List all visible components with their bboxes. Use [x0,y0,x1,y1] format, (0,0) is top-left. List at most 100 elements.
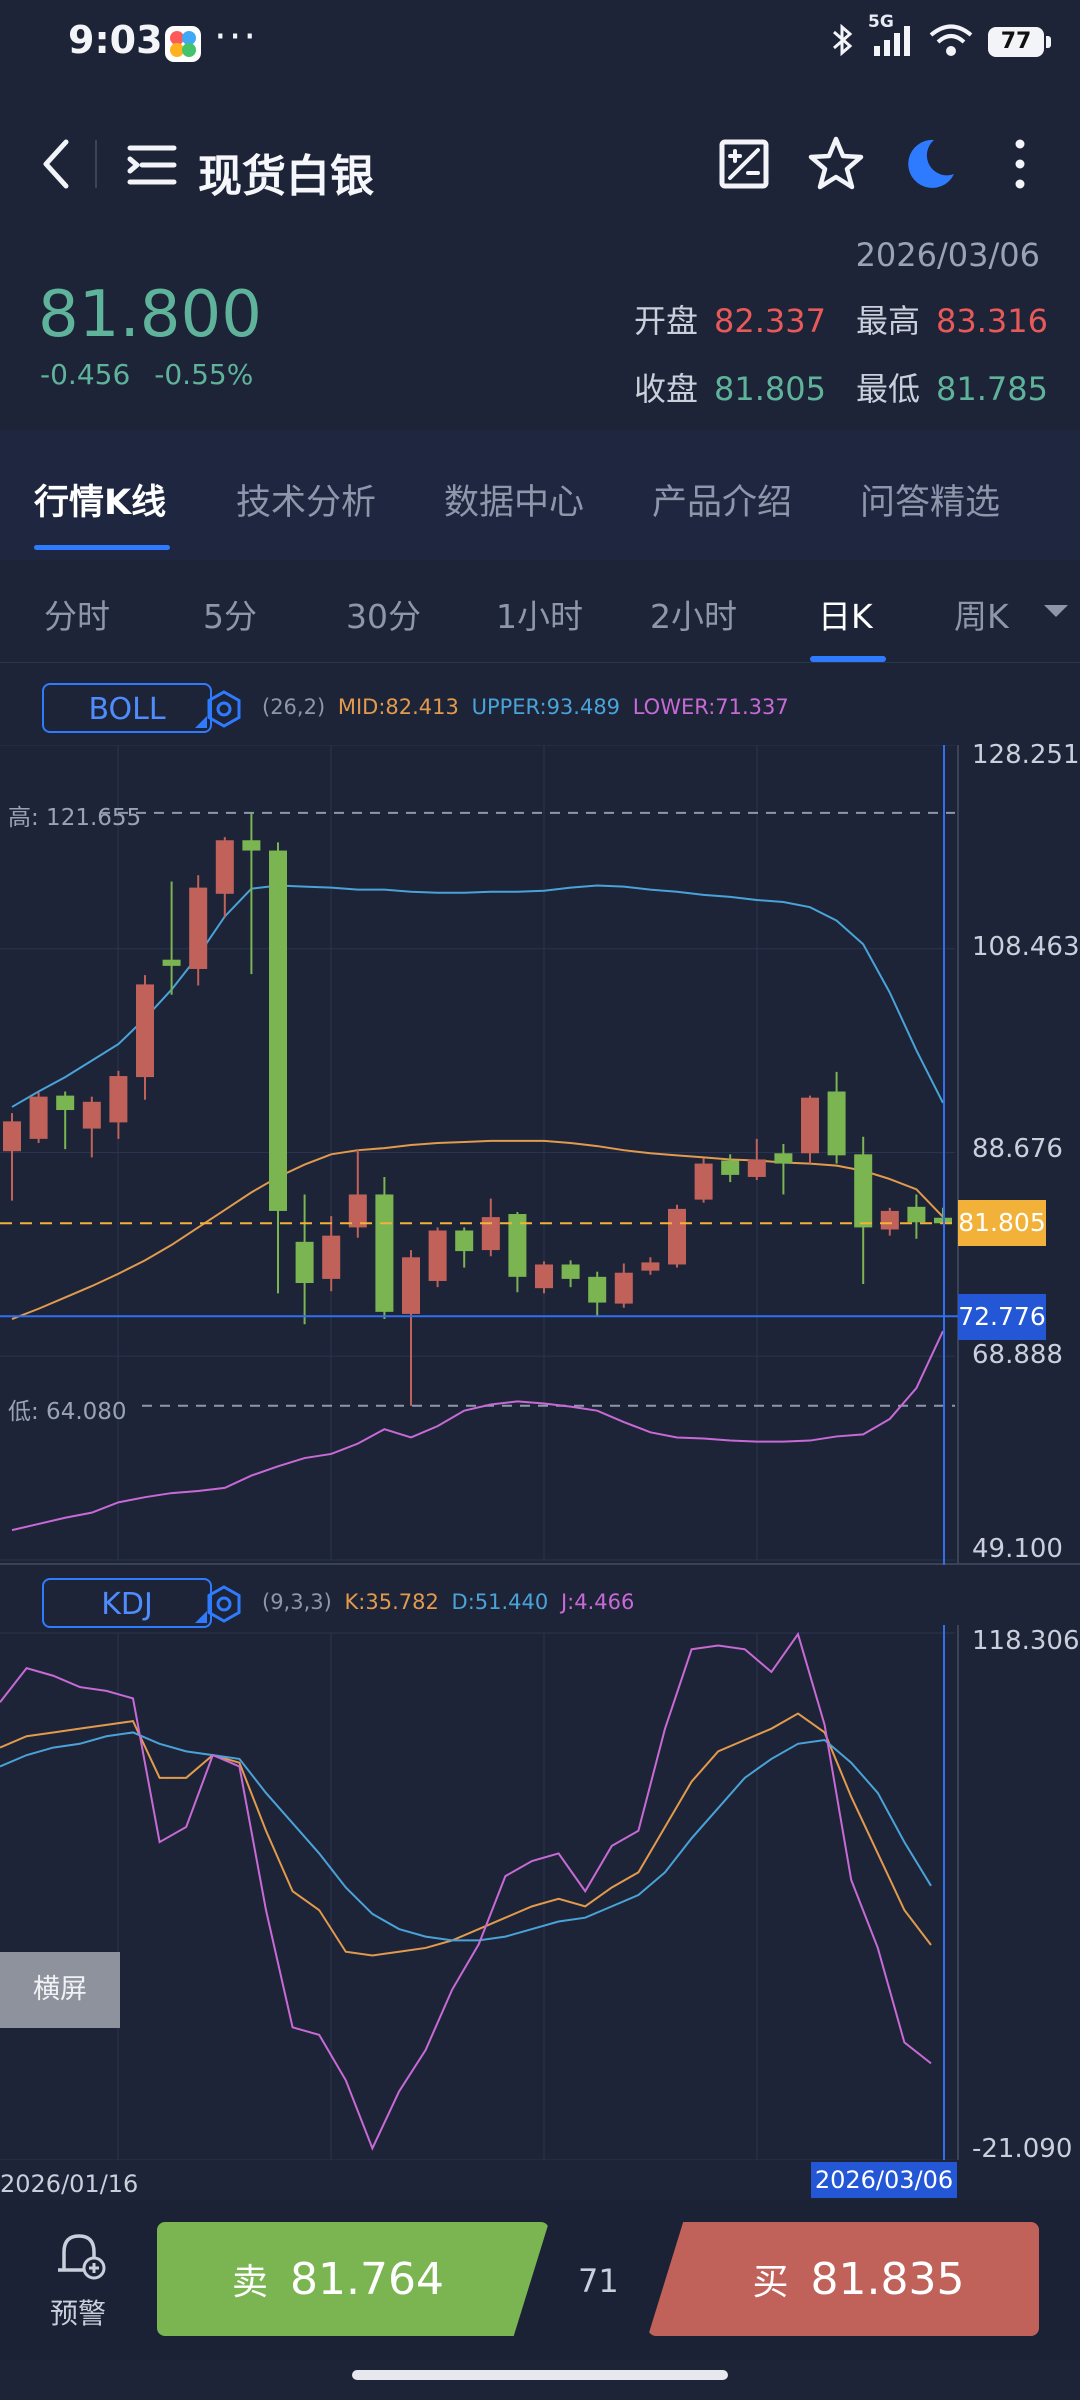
candle-body [348,1194,367,1228]
spread-value: 71 [578,2262,619,2300]
candle-body [668,1208,686,1265]
tab-qa[interactable]: 问答精选 [860,483,1001,523]
candle-body [880,1210,899,1230]
kdj-chart[interactable] [0,1625,1080,2160]
boll-indicator-header: BOLL (26,2) MID:82.413 UPPER:93.489 LOWE… [0,683,1080,743]
indicator-settings-icon[interactable] [204,1584,244,1628]
trade-bar: 预警 卖 81.764 71 买 81.835 [0,2200,1080,2360]
candle-body [189,887,208,969]
candle-body [827,1091,846,1156]
x-axis: 2026/01/16 2026/03/06 [0,2160,1080,2200]
boll-period: (26,2) [262,695,326,719]
tab-technical-analysis[interactable]: 技术分析 [236,483,377,523]
candlestick-chart[interactable] [0,745,1080,1565]
wifi-icon [928,22,974,62]
kdj-k: K:35.782 [344,1590,439,1614]
period-tab-5min[interactable]: 5分 [203,597,257,636]
landscape-button[interactable]: 横屏 [0,1952,120,2028]
candle-body [774,1153,793,1164]
divider [95,140,97,188]
battery-icon: 77 [988,27,1051,57]
indicator-settings-icon[interactable] [204,689,244,733]
app-notification-icon [165,26,201,62]
candle-body [721,1160,740,1175]
candle-body [535,1264,553,1289]
change-value: -0.456 [40,358,131,391]
open-value: 82.337 [714,302,826,340]
kdj-d-line [0,1731,932,1942]
period-dropdown-icon[interactable] [1044,604,1068,623]
star-icon[interactable] [806,134,866,198]
candle-body [295,1241,314,1284]
kdj-k-line [0,1712,932,1957]
open-stat: 开盘 82.337 [634,296,826,342]
kdj-j: J:4.466 [560,1590,635,1614]
boll-lower: LOWER:71.337 [632,695,789,719]
page-title: 现货白银 [198,151,374,202]
close-value: 81.805 [714,370,826,408]
kdj-indicator-header: KDJ (9,3,3) K:35.782 D:51.440 J:4.466 [0,1578,1080,1638]
tab-kline[interactable]: 行情K线 [34,483,167,523]
boll-upper: UPPER:93.489 [471,695,621,719]
candle-body [428,1230,447,1281]
crosshair-price-tag: 72.776 [958,1294,1046,1340]
buy-button[interactable]: 买 81.835 [648,2222,1039,2336]
current-price-tag: 81.805 [958,1200,1046,1246]
buy-price: 81.835 [810,2253,965,2305]
high-label: 最高 [856,302,921,340]
alarm-label: 预警 [50,2297,107,2330]
low-value: 81.785 [936,370,1048,408]
x-axis-start-date: 2026/01/16 [0,2170,139,2198]
period-tab-timeshare[interactable]: 分时 [44,597,110,636]
y-axis-label: 88.676 [972,1134,1063,1164]
candle-body [854,1154,873,1228]
boll-selector-button[interactable]: BOLL [42,683,212,733]
candle-body [747,1159,766,1177]
low-label: 最低 [856,370,921,408]
kdj-selector-button[interactable]: KDJ [42,1578,212,1628]
tab-data-center[interactable]: 数据中心 [444,483,585,523]
status-bar: 9:03 ··· 5G 77 [0,0,1080,92]
close-stat: 收盘 81.805 [634,364,826,410]
candle-body [375,1194,394,1312]
y-axis-label: 68.888 [972,1340,1063,1370]
low-stat: 最低 81.785 [856,364,1048,410]
change-percent: -0.55% [154,358,254,391]
boll-lower-line [11,1330,944,1532]
candle-body [481,1217,500,1251]
period-tab-2h[interactable]: 2小时 [650,597,737,636]
candle-body [242,840,261,851]
low-marker-label: 低: 64.080 [8,1399,127,1425]
period-tab-daily[interactable]: 日K [818,597,873,636]
quote-date: 2026/03/06 [855,236,1040,274]
candle-body [109,1076,128,1123]
more-notifications-icon: ··· [214,14,259,60]
active-period-indicator [810,656,886,662]
candle-body [455,1230,474,1252]
kdj-y-axis-label: -21.090 [972,2134,1073,2164]
alarm-bell-icon[interactable] [50,2226,110,2290]
open-label: 开盘 [634,302,699,340]
price-change: -0.456 -0.55% [40,358,277,391]
more-icon[interactable] [1008,136,1032,196]
night-mode-icon[interactable] [898,134,958,198]
candle-body [694,1163,713,1200]
period-tab-1h[interactable]: 1小时 [496,597,583,636]
tab-product-intro[interactable]: 产品介绍 [652,483,793,523]
candle-body [402,1257,420,1314]
back-icon[interactable] [36,136,76,196]
y-axis-label: 49.100 [972,1534,1063,1564]
candle-body [322,1235,341,1279]
sell-button[interactable]: 卖 81.764 [157,2222,549,2336]
candle-body [614,1272,633,1304]
list-icon[interactable] [126,140,178,194]
crosshair-date-tag: 2026/03/06 [811,2162,957,2198]
compare-icon[interactable] [716,136,772,196]
period-tab-30min[interactable]: 30分 [346,597,421,636]
buy-label: 买 [752,2262,789,2303]
high-value: 83.316 [936,302,1048,340]
period-tab-weekly[interactable]: 周K [954,597,1009,636]
signal-icon: 5G [868,12,914,62]
boll-mid-line [11,1139,944,1320]
status-time: 9:03 [68,18,163,62]
